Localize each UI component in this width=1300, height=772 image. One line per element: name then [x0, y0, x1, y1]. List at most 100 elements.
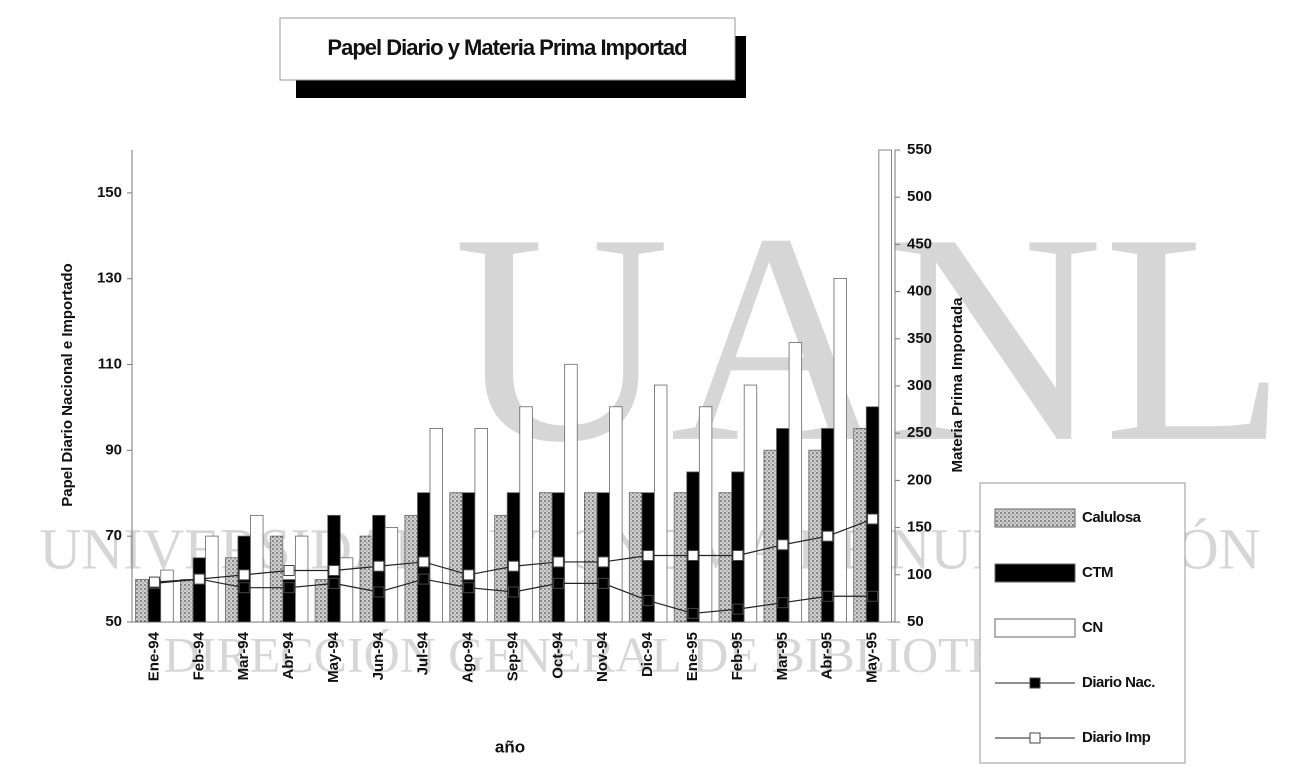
- bar: [718, 492, 733, 623]
- bar: [776, 428, 790, 623]
- x-tick-label: Jul-94: [415, 631, 432, 675]
- bar: [180, 579, 194, 623]
- x-tick-label: May-94: [325, 631, 342, 683]
- bar: [160, 569, 174, 623]
- y-tick-label: 110: [98, 356, 122, 373]
- x-tick-label: Nov-94: [594, 631, 611, 682]
- title-box: [279, 17, 736, 81]
- legend-swatch: [1029, 732, 1041, 744]
- bar: [731, 471, 745, 623]
- y-axis-label: Papel Diario Nacional e Importado: [59, 263, 76, 506]
- legend-label: CN: [1082, 619, 1103, 636]
- marker: [777, 539, 789, 551]
- x-tick-label: Ene-94: [145, 631, 162, 681]
- marker: [283, 582, 295, 594]
- legend-label: CTM: [1082, 564, 1113, 581]
- marker: [238, 582, 250, 594]
- x-tick-label: Mar-94: [235, 631, 252, 680]
- y-tick-label: 70: [105, 527, 122, 544]
- marker: [822, 590, 834, 602]
- marker: [732, 549, 744, 561]
- bar: [519, 406, 533, 623]
- x-axis-label: año: [495, 737, 525, 756]
- marker: [642, 549, 654, 561]
- x-tick-label: Ago-94: [460, 631, 477, 682]
- marker: [373, 560, 385, 572]
- y2-tick-label: 250: [907, 424, 932, 441]
- chart-title: Papel Diario y Materia Prima Importad: [327, 35, 686, 60]
- y2-tick-label: 350: [907, 330, 932, 347]
- legend-swatch: [994, 563, 1076, 583]
- bar: [474, 428, 488, 623]
- marker: [418, 573, 430, 585]
- marker: [328, 577, 340, 589]
- x-tick-label: Abr-95: [819, 632, 836, 680]
- bar: [461, 492, 476, 623]
- marker: [238, 569, 250, 581]
- marker: [508, 560, 519, 572]
- marker: [463, 582, 475, 594]
- marker: [193, 573, 205, 585]
- marker: [418, 556, 430, 568]
- x-tick-label: Jun-94: [370, 631, 387, 680]
- y-tick-label: 50: [105, 613, 122, 630]
- y2-tick-label: 450: [907, 235, 932, 252]
- bar: [833, 277, 847, 623]
- marker: [597, 577, 609, 589]
- y2-tick-label: 100: [907, 566, 932, 583]
- marker: [283, 565, 295, 577]
- bar: [743, 384, 758, 623]
- y2-tick-label: 550: [907, 141, 932, 158]
- marker: [552, 556, 564, 568]
- x-tick-label: Ene-95: [684, 632, 701, 681]
- y-tick-label: 130: [97, 270, 122, 287]
- legend-swatch: [994, 508, 1076, 528]
- legend-label: Calulosa: [1082, 509, 1142, 526]
- marker: [822, 530, 834, 542]
- legend-label: Diario Nac.: [1082, 674, 1155, 691]
- marker: [552, 577, 564, 589]
- marker: [867, 513, 879, 525]
- marker: [687, 607, 699, 619]
- bar: [359, 535, 373, 623]
- x-tick-label: May-95: [864, 632, 881, 683]
- bar: [250, 514, 264, 623]
- marker: [508, 586, 519, 598]
- marker: [777, 597, 789, 609]
- marker: [328, 565, 340, 577]
- bar: [404, 514, 418, 623]
- marker: [463, 569, 475, 581]
- bar: [698, 406, 713, 623]
- watermark: DIRECCIÓN GENERAL DE BIBLIOTECAS: [164, 626, 1097, 682]
- x-tick-label: Dic-94: [639, 631, 656, 677]
- bar: [384, 527, 399, 623]
- legend-swatch: [994, 618, 1076, 638]
- bar: [584, 492, 598, 623]
- y2-tick-label: 300: [907, 377, 932, 394]
- bar: [192, 557, 207, 623]
- marker: [642, 595, 654, 607]
- bar: [686, 471, 700, 623]
- bar: [314, 579, 329, 623]
- bar: [269, 535, 284, 623]
- y2-tick-label: 150: [907, 519, 932, 536]
- bar: [135, 579, 149, 623]
- bar: [449, 492, 463, 623]
- bar: [339, 557, 354, 623]
- x-tick-label: Feb-95: [729, 632, 746, 680]
- marker: [867, 590, 879, 602]
- bar: [564, 363, 578, 623]
- y-tick-label: 90: [105, 441, 122, 458]
- y-tick-label: 150: [97, 184, 122, 201]
- marker: [148, 576, 160, 588]
- marker: [732, 603, 744, 615]
- x-tick-label: Mar-95: [774, 632, 791, 680]
- y2-tick-label: 200: [907, 471, 932, 488]
- x-tick-label: Sep-94: [504, 631, 521, 681]
- y2-tick-label: 500: [907, 188, 932, 205]
- bar: [808, 449, 822, 623]
- legend-label: Diario Imp: [1082, 729, 1151, 746]
- bar: [205, 535, 219, 623]
- y2-axis-label: Materia Prima Importada: [949, 297, 966, 473]
